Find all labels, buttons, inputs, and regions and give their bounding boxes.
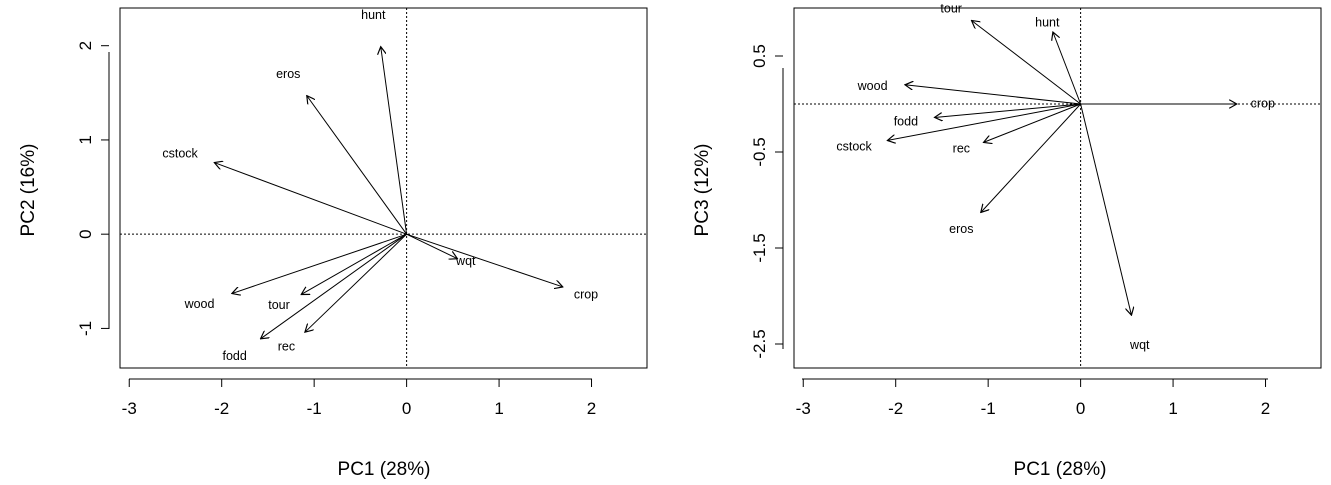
variable-label-wood: wood [184, 297, 215, 311]
loading-vectors: tour hunt wood crop fodd cstock rec eros wqt [836, 1, 1275, 352]
variable-label-wqt: wqt [1129, 338, 1150, 352]
loading-arrow-wood [232, 233, 407, 293]
loading-arrow-rec [305, 233, 407, 332]
variable-label-hunt: hunt [361, 8, 386, 22]
x-tick-label: -1 [981, 399, 996, 418]
y-tick-label: 0 [76, 229, 95, 238]
plot-box [793, 7, 1322, 369]
x-tick-label: -3 [122, 399, 137, 418]
loading-arrow-fodd [935, 103, 1081, 117]
variable-label-hunt: hunt [1035, 16, 1060, 30]
variable-label-wqt: wqt [455, 254, 476, 268]
ticks: -3 -2 -1 0 1 2 -2.5 -1.5 -0.5 0.5 [750, 44, 1270, 418]
loading-arrow-wood [905, 85, 1081, 105]
x-tick-label: 1 [1168, 399, 1177, 418]
variable-label-tour: tour [940, 1, 962, 15]
loading-arrow-wqt [406, 233, 458, 259]
variable-label-crop: crop [574, 288, 598, 302]
x-tick-label: 2 [1261, 399, 1270, 418]
biplot-pc1-pc3: -3 -2 -1 0 1 2 -2.5 -1.5 -0.5 0.5 tour hunt wood cro… [692, 1, 1322, 480]
x-tick-label: -1 [307, 399, 322, 418]
loading-arrow-hunt [1053, 32, 1082, 105]
loading-arrow-crop [406, 233, 563, 287]
y-tick-label: -1.5 [750, 233, 769, 262]
variable-label-cstock: cstock [836, 139, 872, 153]
x-tick-label: 0 [402, 399, 411, 418]
y-axis-title: PC3 (12%) [692, 144, 713, 237]
variable-label-eros: eros [276, 67, 300, 81]
y-tick-label: 0.5 [750, 44, 769, 68]
x-tick-label: -2 [888, 399, 903, 418]
x-tick-label: -2 [214, 399, 229, 418]
y-tick-label: -0.5 [750, 137, 769, 166]
variable-label-fodd: fodd [222, 349, 246, 363]
plot-box [119, 7, 648, 369]
x-tick-label: 1 [494, 399, 503, 418]
x-tick-label: 0 [1076, 399, 1085, 418]
variable-label-cstock: cstock [162, 146, 198, 160]
variable-label-wood: wood [857, 79, 888, 93]
y-tick-label: -1 [76, 321, 95, 336]
x-axis-title: PC1 (28%) [1014, 459, 1107, 480]
loading-arrow-cstock [887, 103, 1081, 140]
ticks: -3 -2 -1 0 1 2 -1 0 1 2 [76, 41, 596, 418]
y-axis-title: PC2 (16%) [18, 144, 39, 237]
reference-lines [794, 8, 1321, 368]
x-axis-title: PC1 (28%) [338, 459, 431, 480]
x-tick-label: -3 [796, 399, 811, 418]
loading-arrow-fodd [261, 233, 407, 339]
loading-arrow-cstock [214, 163, 407, 235]
loading-arrow-tour [972, 20, 1081, 105]
loading-arrow-wqt [1080, 103, 1132, 315]
loading-vectors: hunt eros cstock wqt crop wood tour fodd rec [162, 8, 598, 363]
variable-label-tour: tour [268, 298, 290, 312]
loading-arrow-eros [981, 103, 1081, 212]
variable-label-crop: crop [1251, 96, 1275, 110]
loading-arrow-tour [301, 233, 407, 294]
variable-label-fodd: fodd [894, 115, 918, 129]
x-tick-label: 2 [587, 399, 596, 418]
biplot-pc1-pc2: -3 -2 -1 0 1 2 -1 0 1 2 hunt eros cstock wqt crop wood… [18, 7, 648, 480]
variable-label-rec: rec [278, 340, 295, 354]
loading-arrow-hunt [381, 47, 408, 235]
loading-arrow-rec [984, 103, 1081, 142]
variable-label-eros: eros [949, 222, 973, 236]
reference-lines [120, 8, 647, 368]
y-tick-label: -2.5 [750, 329, 769, 358]
loading-arrow-eros [307, 96, 408, 235]
variable-label-rec: rec [953, 141, 970, 155]
y-tick-label: 2 [76, 41, 95, 50]
y-tick-label: 1 [76, 135, 95, 144]
